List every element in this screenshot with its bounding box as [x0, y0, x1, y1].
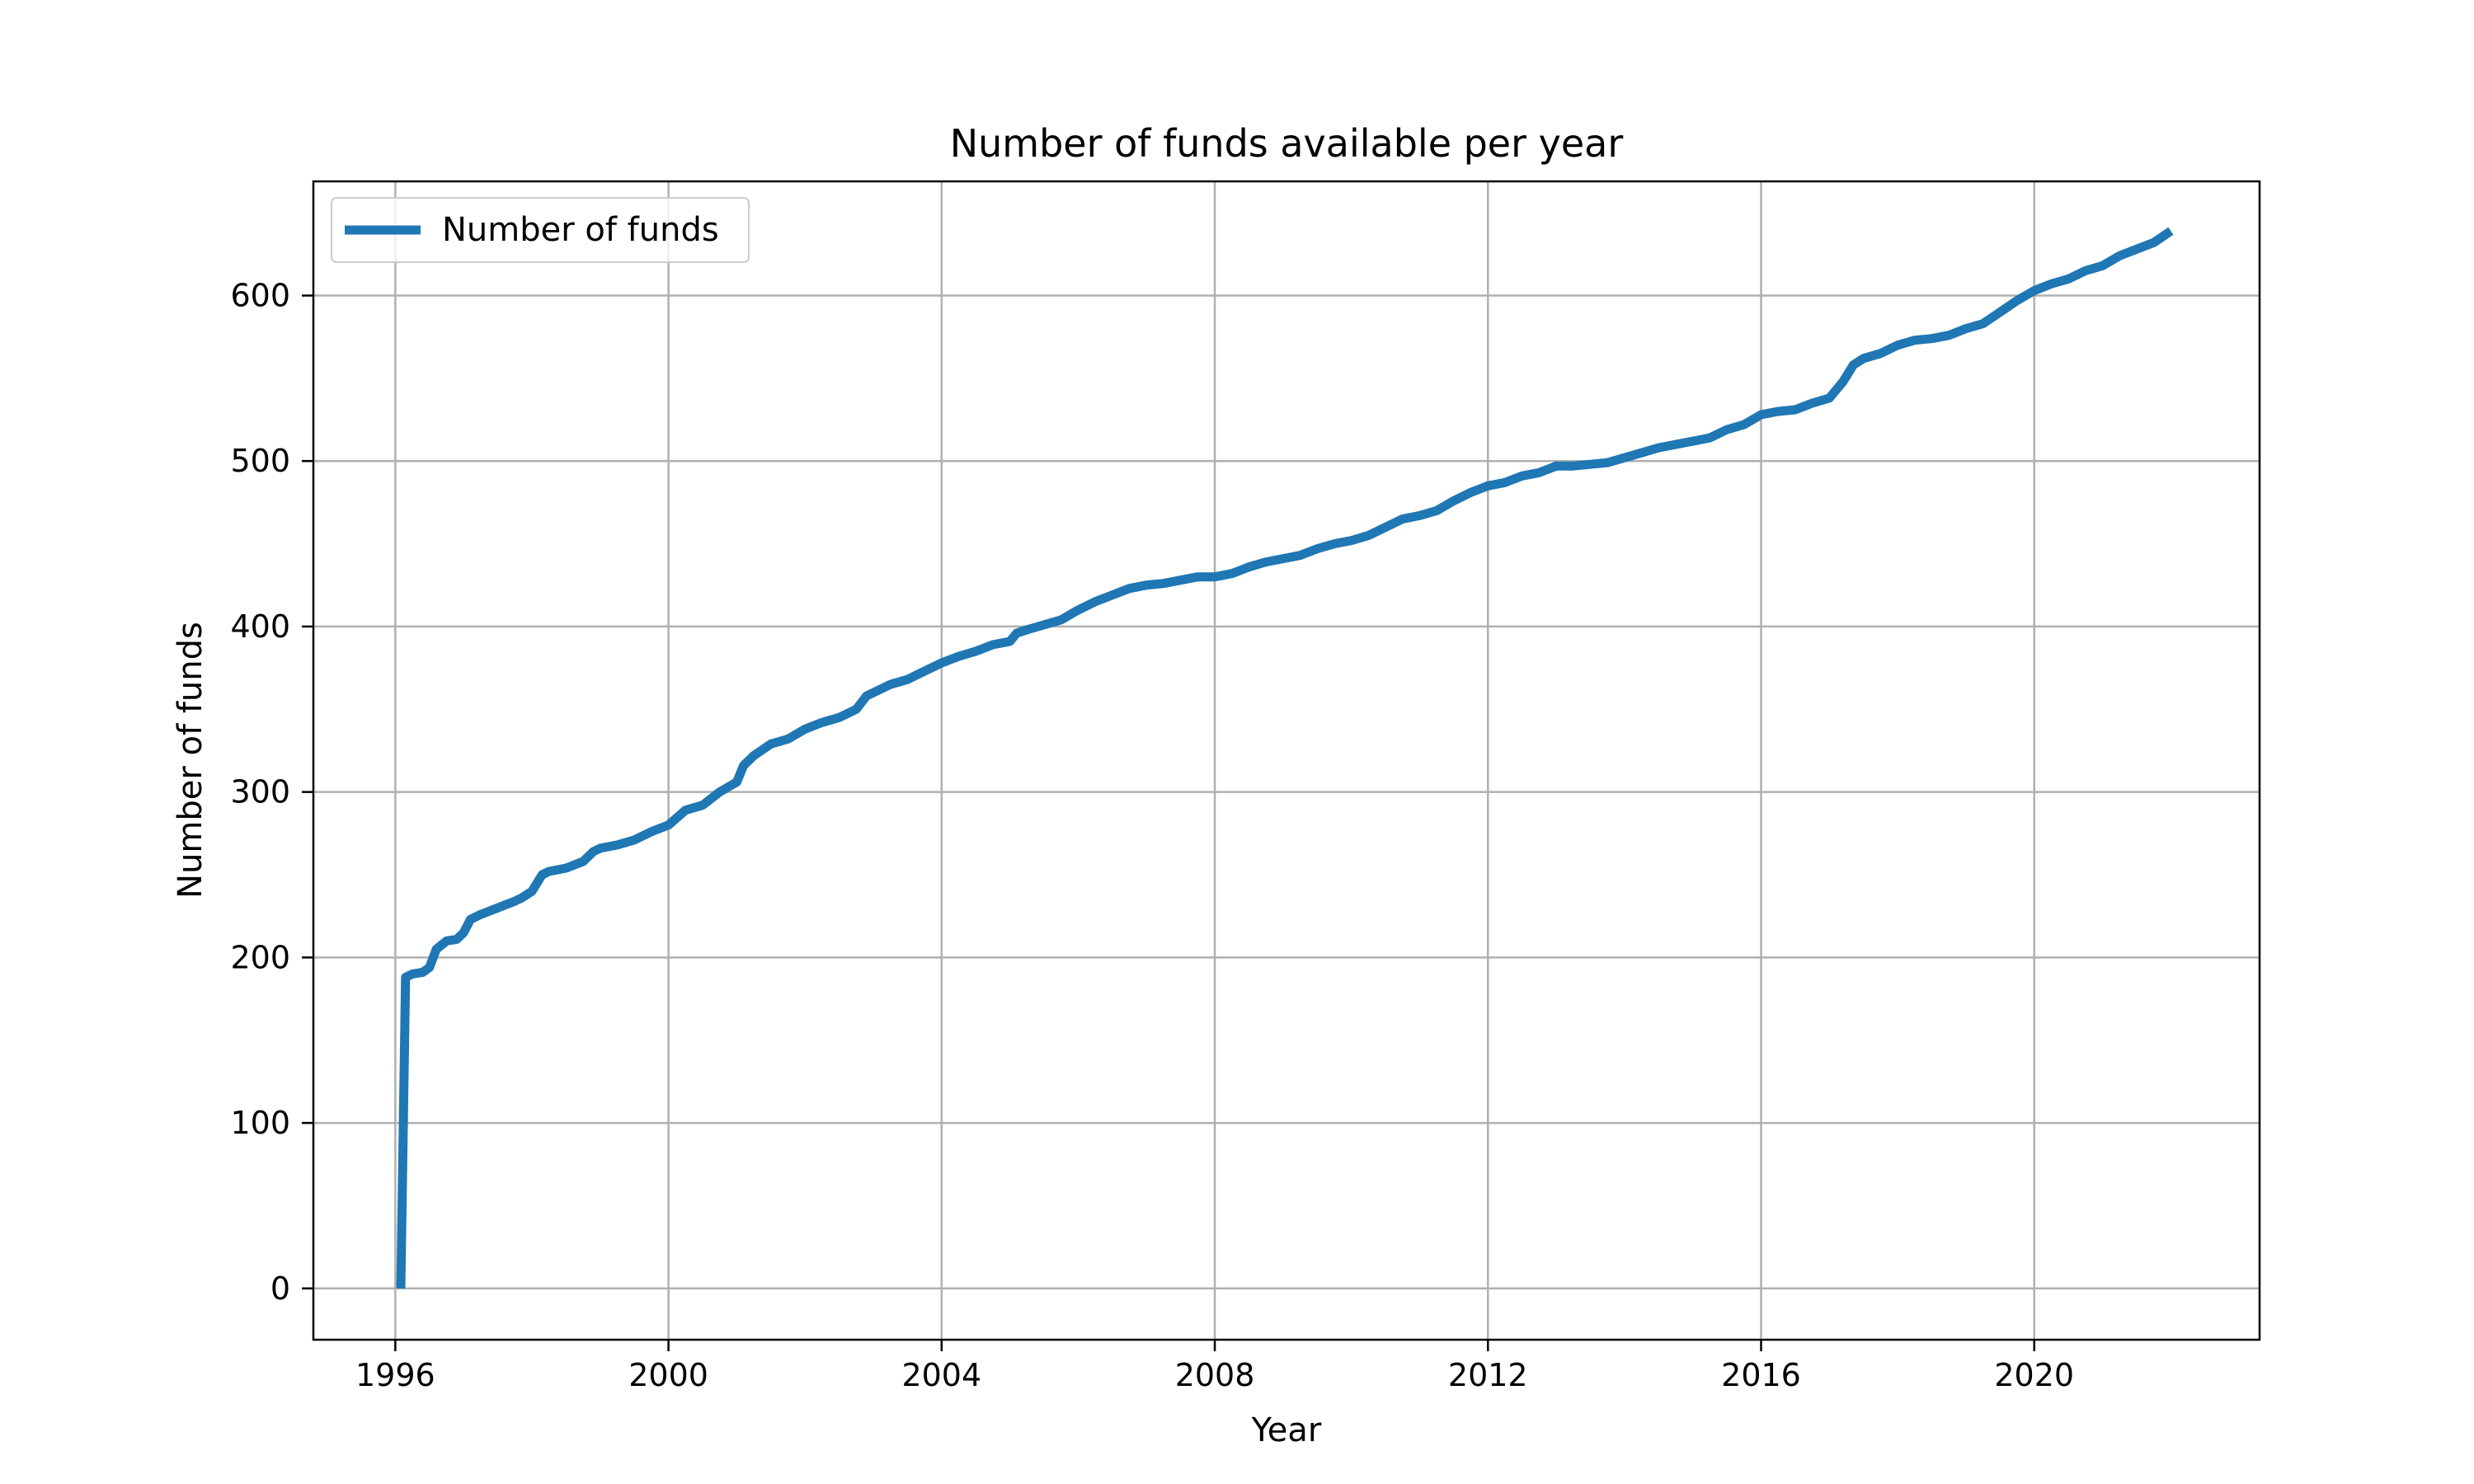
y-axis-label: Number of funds: [172, 622, 209, 899]
x-tick-label: 2012: [1448, 1357, 1528, 1393]
x-tick-label: 2008: [1175, 1357, 1255, 1393]
y-tick-label: 400: [230, 608, 290, 645]
grid-lines: [313, 181, 2260, 1340]
x-tick-label: 2000: [628, 1357, 708, 1393]
y-tick-label: 200: [230, 939, 290, 975]
axes-frame: [312, 180, 2261, 1341]
plot-area: [396, 227, 2174, 1289]
x-tick-label: 2016: [1721, 1357, 1801, 1393]
x-axis-ticks: 1996 2000 2004 2008 2012 2016 2020: [355, 1340, 2074, 1393]
legend: Number of funds: [331, 197, 750, 263]
x-tick-label: 2020: [1994, 1357, 2074, 1393]
y-tick-label: 600: [230, 277, 290, 313]
x-tick-label: 1996: [355, 1357, 435, 1393]
y-tick-label: 300: [230, 774, 290, 810]
y-tick-label: 500: [230, 443, 290, 479]
y-tick-label: 0: [270, 1270, 290, 1307]
legend-box: [331, 197, 750, 263]
x-axis-label: Year: [1251, 1411, 1322, 1449]
legend-label-number-of-funds: Number of funds: [442, 211, 719, 249]
y-tick-label: 100: [230, 1105, 290, 1141]
chart-title: Number of funds available per year: [950, 121, 1624, 166]
x-tick-label: 2004: [901, 1357, 981, 1393]
series-line-number-of-funds: [396, 227, 2174, 1289]
y-axis-ticks: 0 100 200 300 400 500 600: [230, 277, 313, 1307]
